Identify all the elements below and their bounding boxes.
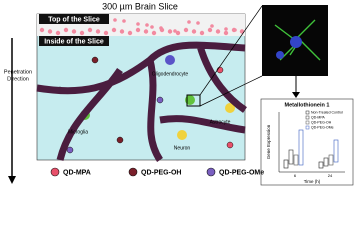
- particle: [116, 136, 124, 144]
- inset-legend-label: Non-Treated Control: [311, 111, 343, 115]
- inset-legend: Non-Treated ControlQD-MPAQD-PEG-OHQD-PEG…: [305, 110, 343, 130]
- inset-legend-label: QD-MPA: [311, 116, 325, 120]
- particle: [196, 21, 200, 25]
- inset-boxes: [283, 129, 339, 169]
- particle: [145, 23, 149, 27]
- inset-box: [318, 161, 324, 169]
- particle: [55, 30, 61, 36]
- inset-title: Metallothionein 1: [285, 102, 330, 108]
- inset-x-tick: 6: [294, 173, 297, 178]
- top-label: Top of the Slice: [48, 16, 100, 23]
- nucleus: [290, 36, 302, 48]
- particle: [95, 29, 101, 34]
- inset-legend-marker: [305, 125, 310, 130]
- particle: [167, 29, 173, 34]
- particle: [87, 27, 93, 33]
- direction-label: Penetration: [4, 69, 32, 75]
- legend-marker: [50, 167, 60, 177]
- particle: [175, 30, 181, 36]
- cell-label: Oligodendrocyte: [152, 71, 189, 77]
- particle: [151, 30, 157, 36]
- cell-label: Astrocyte: [210, 119, 231, 125]
- particle: [224, 27, 228, 31]
- particle: [66, 146, 74, 154]
- inset-legend-marker: [305, 110, 310, 115]
- inset-box: [333, 139, 339, 163]
- particle: [156, 96, 164, 104]
- particle: [136, 22, 140, 26]
- cell: [225, 103, 235, 113]
- direction-label: Direction: [7, 76, 29, 82]
- particle: [143, 29, 149, 34]
- inset-y-label: Gene Expression: [266, 124, 271, 159]
- particle: [150, 25, 154, 29]
- particle: [223, 30, 229, 36]
- particle: [199, 30, 205, 36]
- inset-box: [323, 157, 329, 167]
- legend: QD-MPA QD-PEG-OH QD-PEG-OMe: [50, 167, 264, 177]
- particle: [63, 27, 69, 33]
- particle: [191, 29, 197, 34]
- particle: [119, 29, 125, 34]
- particle: [47, 29, 53, 34]
- particle: [226, 141, 234, 149]
- top-label-box: [39, 14, 109, 24]
- zoom-box: [186, 94, 201, 107]
- particle: [187, 20, 191, 24]
- particle: [233, 28, 237, 32]
- inset-chart: [260, 98, 354, 186]
- legend-label: QD-PEG-OMe: [219, 169, 264, 176]
- inset-box: [283, 159, 289, 169]
- direction-arrow-head: [8, 176, 16, 184]
- inset-box: [298, 129, 304, 166]
- particle: [79, 30, 85, 36]
- particle: [71, 29, 77, 34]
- inset-legend-marker: [305, 115, 310, 120]
- particle: [207, 27, 213, 33]
- legend-label: QD-PEG-OH: [141, 169, 181, 176]
- title: 300 µm Brain Slice: [102, 1, 178, 11]
- particle: [159, 26, 163, 30]
- particle: [173, 29, 177, 33]
- cell-label: Microglia: [68, 129, 88, 135]
- legend-marker: [128, 167, 138, 177]
- cell: [177, 130, 187, 140]
- particle: [210, 24, 214, 28]
- particle: [122, 19, 126, 23]
- inset-box: [293, 154, 299, 166]
- legend-label: QD-MPA: [63, 169, 91, 176]
- zoom-line: [199, 75, 263, 107]
- inside-label-box: [39, 36, 109, 46]
- particle: [135, 27, 141, 33]
- inset-x-tick: 24: [328, 173, 333, 178]
- particle: [39, 27, 45, 33]
- inset-legend-label: QD-PEG-OMe: [311, 126, 334, 130]
- inset-legend-marker: [305, 120, 310, 125]
- nucleus: [276, 51, 284, 59]
- legend-marker: [206, 167, 216, 177]
- particle: [216, 66, 224, 74]
- particle: [91, 56, 99, 64]
- inset-box: [328, 154, 334, 166]
- blood-vessels: [36, 41, 247, 162]
- particle: [183, 27, 189, 33]
- inside-label: Inside of the Slice: [44, 38, 104, 45]
- zoom-line: [199, 5, 263, 96]
- particle: [103, 30, 109, 36]
- arrow-head: [292, 92, 300, 98]
- particle: [113, 18, 117, 22]
- cell-label: Neuron: [174, 145, 191, 151]
- inset-box: [288, 149, 294, 165]
- particle: [111, 27, 117, 33]
- figure: 300 µm Brain Slice Top of the Slice Insi…: [4, 1, 354, 186]
- particles: [39, 18, 245, 154]
- particle: [127, 30, 133, 36]
- inset-x-label: Time (h): [304, 179, 321, 184]
- particle: [215, 29, 221, 34]
- inset-legend-label: QD-PEG-OH: [311, 121, 332, 125]
- cell: [165, 55, 175, 65]
